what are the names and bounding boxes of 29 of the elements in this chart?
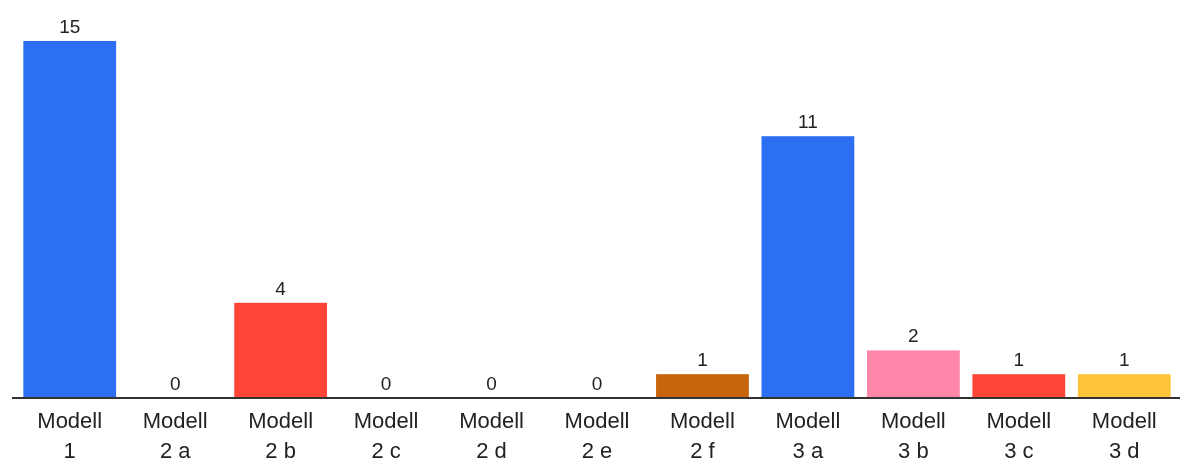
x-tick-label: Modell 3 c <box>986 408 1052 463</box>
x-tick-label: Modell 2 e <box>564 408 630 463</box>
x-tick-label: Modell 3 a <box>775 408 841 463</box>
x-tick-label: Modell 3 b <box>880 408 946 463</box>
x-tick-label: Modell 3 d <box>1091 408 1157 463</box>
x-tick-label: Modell 2 a <box>142 408 208 463</box>
x-tick-label: Modell 2 c <box>353 408 419 463</box>
bar <box>656 374 749 398</box>
x-tick-label: Modell 2 b <box>248 408 314 463</box>
data-label: 2 <box>908 325 919 347</box>
x-tick-label: Modell 1 <box>37 408 103 463</box>
bar <box>1077 374 1171 398</box>
x-tick-label: Modell 2 f <box>670 408 735 463</box>
data-label: 1 <box>1013 349 1025 371</box>
data-label: 0 <box>169 373 181 394</box>
data-label: 4 <box>275 277 287 299</box>
bar <box>23 41 117 398</box>
data-label: 1 <box>697 349 708 371</box>
data-label: 1 <box>1118 349 1130 371</box>
x-tick-label: Modell 2 d <box>459 408 524 463</box>
data-label: 15 <box>59 16 81 37</box>
data-label: 0 <box>380 373 392 394</box>
bar <box>234 302 328 398</box>
data-label: 0 <box>486 373 497 394</box>
data-label: 11 <box>798 111 818 133</box>
bar <box>866 350 960 398</box>
bar <box>761 136 855 398</box>
bar <box>972 374 1066 398</box>
data-label: 0 <box>591 373 603 394</box>
